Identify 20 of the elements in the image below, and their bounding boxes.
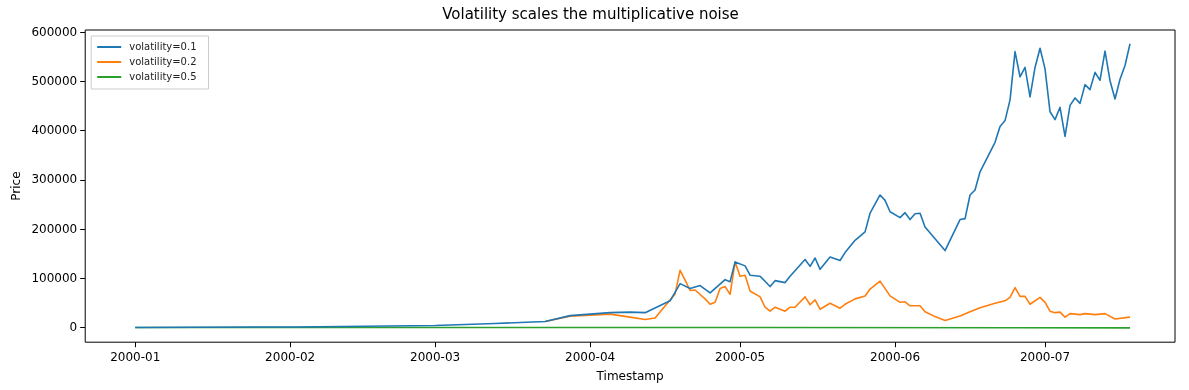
y-tick-label: 600000 [31, 24, 78, 39]
y-tick-label: 0 [69, 320, 78, 335]
y-tick-label: 100000 [31, 270, 78, 285]
x-tick-label: 2000-05 [715, 349, 766, 364]
y-tick-label: 400000 [31, 123, 78, 138]
chart-title: Volatility scales the multiplicative noise [442, 4, 739, 23]
legend-label: volatility=0.5 [129, 70, 197, 82]
x-tick-label: 2000-01 [110, 349, 161, 364]
x-tick-label: 2000-04 [565, 349, 616, 364]
y-tick-label: 500000 [31, 73, 78, 88]
legend-label: volatility=0.1 [129, 40, 197, 52]
y-tick-label: 300000 [31, 172, 78, 187]
y-tick-label: 200000 [31, 221, 78, 236]
x-tick-label: 2000-03 [410, 349, 461, 364]
x-tick-label: 2000-07 [1019, 349, 1071, 364]
x-tick-label: 2000-06 [869, 349, 921, 364]
x-tick-label: 2000-02 [265, 349, 316, 364]
y-axis-title: Price [9, 171, 24, 201]
x-axis-title: Timestamp [595, 368, 664, 383]
legend-label: volatility=0.2 [129, 55, 197, 67]
